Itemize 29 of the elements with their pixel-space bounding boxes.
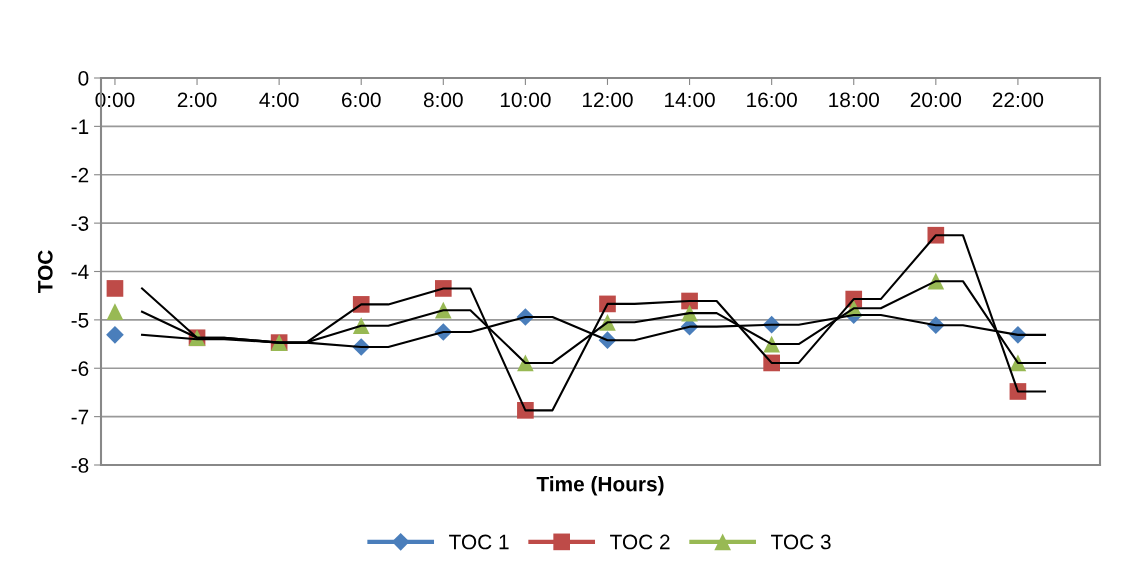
legend-label: TOC 1 (449, 534, 509, 550)
legend-label: TOC 2 (610, 534, 670, 550)
point (106, 280, 124, 297)
x-tick-label: 6:00 (342, 92, 381, 108)
y-tick-label: -6 (71, 361, 89, 376)
y-tick-label: -2 (71, 167, 89, 183)
y-tick-label: -8 (71, 458, 89, 473)
x-tick-label: 0:00 (95, 92, 135, 108)
x-axis-title: Time (Hours) (536, 476, 664, 496)
x-tick-label: 20:00 (910, 92, 962, 108)
y-tick-label: -4 (71, 264, 89, 280)
legend-label: TOC 3 (771, 534, 831, 550)
x-tick-label: 10:00 (500, 92, 551, 108)
y-axis-title: TOC (37, 250, 53, 294)
point (106, 326, 124, 344)
y-tick-label: -7 (71, 409, 89, 425)
x-tick-label: 22:00 (992, 92, 1044, 108)
x-tick-label: 8:00 (423, 92, 463, 108)
y-tick-label: -1 (71, 119, 89, 134)
x-tick-label: 16:00 (747, 92, 797, 108)
x-tick-label: 12:00 (583, 92, 633, 108)
y-tick-label: -3 (71, 216, 89, 231)
x-tick-label: 18:00 (829, 92, 879, 108)
point (106, 303, 124, 320)
x-tick-label: 14:00 (665, 92, 715, 108)
x-tick-label: 2:00 (177, 92, 217, 108)
y-tick-label: 0 (78, 71, 89, 86)
y-tick-label: -5 (71, 313, 89, 328)
x-tick-label: 4:00 (259, 92, 299, 108)
